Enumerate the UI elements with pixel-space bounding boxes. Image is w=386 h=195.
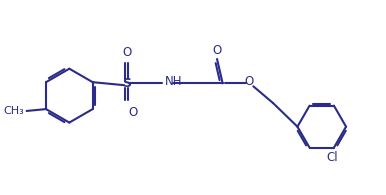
Text: O: O: [212, 44, 222, 57]
Text: S: S: [122, 77, 131, 90]
Text: O: O: [122, 46, 131, 59]
Text: NH: NH: [165, 75, 182, 88]
Text: CH₃: CH₃: [3, 106, 24, 116]
Text: O: O: [244, 75, 254, 88]
Text: Cl: Cl: [326, 151, 338, 164]
Text: O: O: [129, 106, 138, 119]
